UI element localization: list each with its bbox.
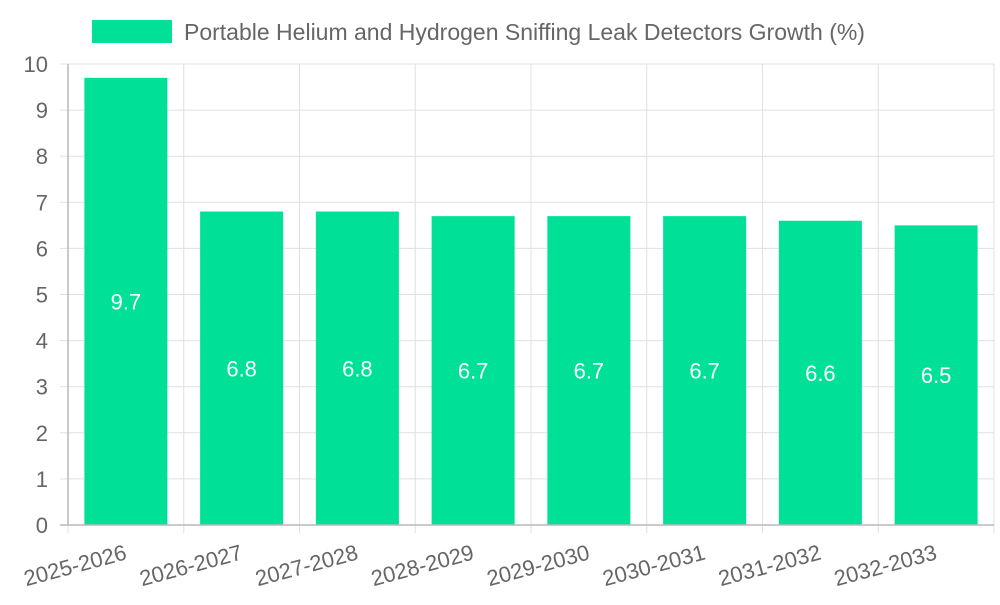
y-tick-label: 4 bbox=[36, 329, 48, 354]
legend-swatch bbox=[92, 20, 172, 43]
y-tick-label: 3 bbox=[36, 375, 48, 400]
bar[interactable] bbox=[663, 216, 747, 525]
x-category-label: 2031-2032 bbox=[716, 540, 824, 591]
bar-value-label: 6.8 bbox=[226, 356, 257, 381]
x-category-label: 2025-2026 bbox=[21, 540, 129, 591]
bar-value-label: 6.7 bbox=[458, 359, 489, 384]
y-tick-label: 10 bbox=[24, 52, 48, 77]
y-tick-label: 8 bbox=[36, 144, 48, 169]
y-tick-label: 5 bbox=[36, 283, 48, 308]
bar[interactable] bbox=[200, 211, 284, 525]
x-category-label: 2026-2027 bbox=[137, 540, 245, 591]
y-tick-label: 7 bbox=[36, 190, 48, 215]
bar[interactable] bbox=[315, 211, 399, 525]
bar-value-label: 6.7 bbox=[574, 359, 605, 384]
axes bbox=[60, 64, 994, 526]
bars bbox=[84, 77, 978, 526]
bar-value-label: 6.7 bbox=[689, 359, 720, 384]
bar[interactable] bbox=[431, 216, 515, 525]
y-tick-label: 2 bbox=[36, 421, 48, 446]
bar-value-label: 6.8 bbox=[342, 356, 373, 381]
y-tick-label: 1 bbox=[36, 467, 48, 492]
bar-value-label: 6.5 bbox=[921, 363, 952, 388]
bar[interactable] bbox=[894, 225, 978, 525]
bar-value-label: 9.7 bbox=[111, 289, 142, 314]
y-tick-label: 6 bbox=[36, 236, 48, 261]
x-category-label: 2032-2033 bbox=[831, 540, 939, 591]
bar[interactable] bbox=[778, 220, 862, 526]
x-category-label: 2030-2031 bbox=[600, 540, 708, 591]
x-category-label: 2028-2029 bbox=[368, 540, 476, 591]
y-tick-label: 9 bbox=[36, 98, 48, 123]
y-tick-label: 0 bbox=[36, 513, 48, 538]
x-category-label: 2029-2030 bbox=[484, 540, 592, 591]
legend-label: Portable Helium and Hydrogen Sniffing Le… bbox=[184, 19, 865, 45]
bar-value-label: 6.6 bbox=[805, 361, 836, 386]
bar[interactable] bbox=[547, 216, 631, 525]
bar[interactable] bbox=[84, 77, 168, 525]
legend[interactable]: Portable Helium and Hydrogen Sniffing Le… bbox=[92, 19, 865, 45]
x-category-label: 2027-2028 bbox=[253, 540, 361, 591]
